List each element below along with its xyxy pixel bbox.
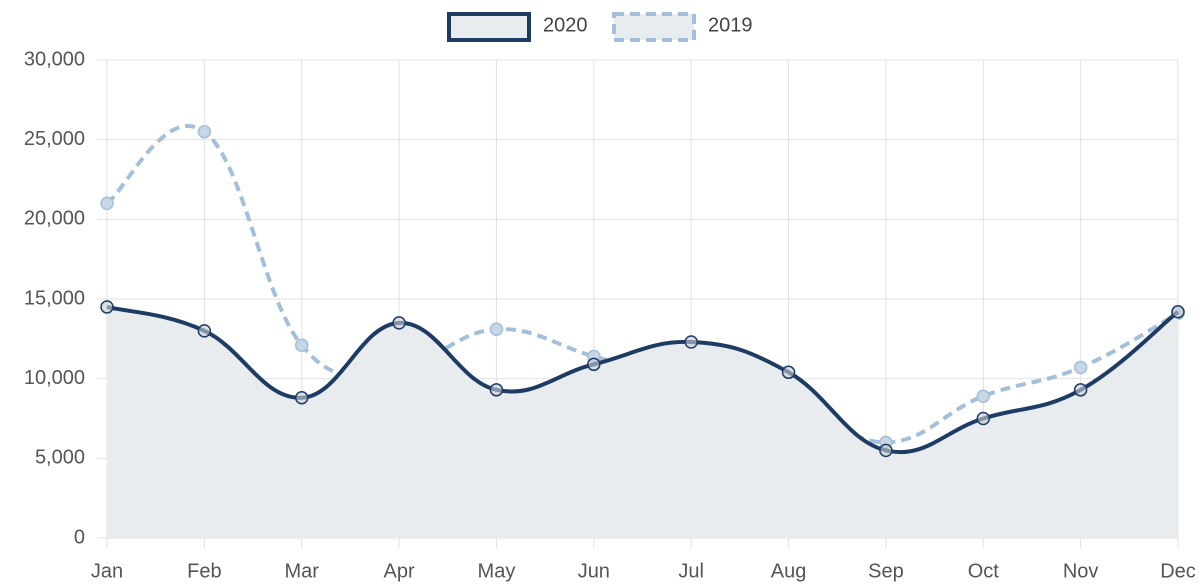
point [976, 389, 991, 403]
point [879, 443, 893, 458]
point [684, 335, 698, 349]
x-tick-label: Jun [578, 560, 610, 582]
point [1171, 304, 1185, 319]
y-tick-label: 10,000 [24, 367, 85, 389]
x-tick-label: Aug [771, 560, 807, 582]
x-tick-label: May [478, 560, 516, 582]
x-tick-label: Mar [285, 560, 320, 582]
y-tick-label: 5,000 [35, 447, 85, 469]
y-tick-label: 0 [74, 526, 85, 548]
legend-label: 2020 [543, 14, 588, 36]
legend-label: 2019 [708, 14, 753, 36]
point [781, 365, 796, 380]
point [489, 383, 504, 397]
x-tick-label: Dec [1160, 560, 1196, 582]
y-tick-label: 25,000 [24, 128, 85, 150]
legend-swatch [612, 12, 696, 42]
point [1073, 383, 1088, 397]
point [294, 338, 309, 352]
point [489, 322, 504, 337]
point [1073, 360, 1088, 375]
x-tick-label: Feb [187, 560, 221, 582]
area [107, 306, 1178, 538]
point [197, 124, 212, 139]
point [197, 324, 212, 338]
point [587, 357, 601, 372]
x-tick-label: Sep [868, 560, 904, 582]
point [976, 411, 991, 426]
x-tick-label: Apr [384, 560, 415, 582]
point [392, 316, 406, 330]
point [100, 196, 114, 211]
y-tick-label: 30,000 [24, 48, 85, 70]
line [106, 305, 1180, 454]
line [105, 124, 1179, 445]
x-tick-label: Oct [968, 560, 1000, 582]
x-tick-label: Nov [1063, 560, 1099, 582]
x-tick-label: Jul [678, 560, 704, 582]
point [100, 300, 114, 314]
legend-swatch [447, 12, 531, 42]
x-tick-label: Jan [91, 560, 123, 582]
y-tick-label: 15,000 [24, 287, 85, 309]
y-tick-label: 20,000 [24, 208, 85, 230]
point [294, 391, 309, 405]
